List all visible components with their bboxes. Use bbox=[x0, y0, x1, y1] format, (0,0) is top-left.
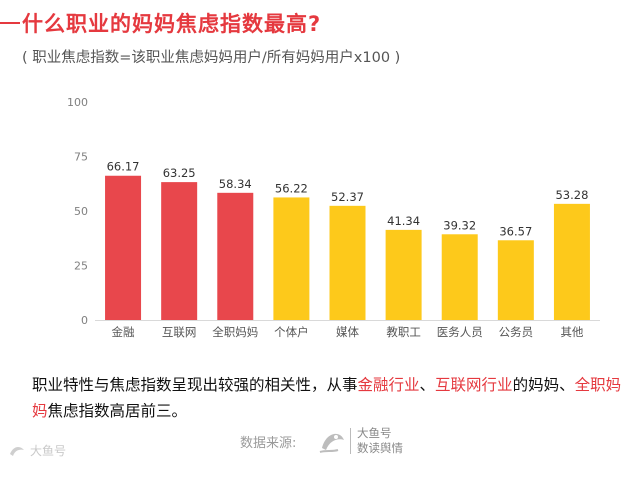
bar-4 bbox=[329, 205, 366, 320]
value-label: 58.34 bbox=[219, 177, 252, 191]
bar-8 bbox=[553, 203, 590, 320]
value-label: 39.32 bbox=[443, 218, 476, 232]
category-label: 金融 bbox=[112, 325, 135, 339]
category-label: 医务人员 bbox=[437, 325, 483, 339]
anxiety-index-bar-chart: 0 25 50 75 100 66.17 63.25 58.34 56.22 52.37 41.3… bbox=[67, 96, 600, 339]
watermark-fish-icon bbox=[10, 446, 24, 456]
bar-5 bbox=[385, 229, 422, 320]
bar-3 bbox=[273, 197, 310, 320]
category-label: 全职妈妈 bbox=[212, 325, 258, 339]
value-label: 41.34 bbox=[387, 214, 420, 228]
desc-highlight-fulltime-mom: 全职妈妈 bbox=[32, 376, 622, 420]
logo-account-text: 数读舆情 bbox=[357, 441, 403, 455]
value-label: 56.22 bbox=[275, 181, 308, 195]
category-label: 媒体 bbox=[336, 325, 359, 339]
desc-highlight-finance: 金融行业 bbox=[357, 376, 420, 394]
y-tick-label: 0 bbox=[81, 314, 88, 327]
bar-2 bbox=[217, 192, 254, 320]
footer: 数据来源: 大鱼号 数读舆情 bbox=[0, 424, 640, 490]
logo-brand-text: 大鱼号 bbox=[357, 426, 392, 440]
category-label: 互联网 bbox=[162, 325, 197, 339]
value-label: 53.28 bbox=[555, 188, 588, 202]
bar-1 bbox=[161, 182, 198, 320]
value-label: 36.57 bbox=[499, 224, 532, 238]
title-bar: 什么职业的妈妈焦虑指数最高? bbox=[0, 8, 640, 40]
desc-part-1: 职业特性与焦虑指数呈现出较强的相关性，从事 bbox=[32, 376, 358, 394]
fish-logo-icon bbox=[319, 433, 344, 453]
value-label: 52.37 bbox=[331, 190, 364, 204]
desc-separator: 、 bbox=[419, 376, 436, 394]
value-label: 66.17 bbox=[107, 160, 140, 174]
y-tick-label: 75 bbox=[74, 151, 88, 164]
desc-part-2: 的妈妈、 bbox=[512, 376, 575, 394]
y-tick-label: 100 bbox=[67, 96, 88, 109]
category-label: 个体户 bbox=[274, 325, 309, 339]
logo-divider bbox=[350, 428, 351, 454]
category-label: 其他 bbox=[560, 325, 583, 339]
formula-subtitle: ( 职业焦虑指数=该职业焦虑妈妈用户/所有妈妈用户x100 ) bbox=[22, 50, 401, 66]
desc-highlight-internet: 互联网行业 bbox=[435, 376, 513, 394]
description-text: 职业特性与焦虑指数呈现出较强的相关性，从事金融行业、互联网行业的妈妈、全职妈妈焦… bbox=[32, 372, 622, 424]
desc-part-3: 焦虑指数高居前三。 bbox=[47, 402, 188, 420]
y-tick-label: 50 bbox=[74, 205, 88, 218]
bar-0 bbox=[105, 175, 142, 320]
source-label: 数据来源: bbox=[240, 436, 297, 451]
page-title: 什么职业的妈妈焦虑指数最高? bbox=[22, 12, 322, 36]
category-label: 教职工 bbox=[386, 325, 421, 339]
y-tick-label: 25 bbox=[74, 260, 88, 273]
bar-6 bbox=[441, 234, 478, 320]
watermark-text: 大鱼号 bbox=[30, 444, 67, 458]
watermark: 大鱼号 bbox=[8, 442, 66, 459]
bar-7 bbox=[497, 240, 534, 320]
category-label: 公务员 bbox=[499, 325, 534, 339]
title-accent-line bbox=[0, 22, 20, 24]
value-label: 63.25 bbox=[163, 166, 196, 180]
